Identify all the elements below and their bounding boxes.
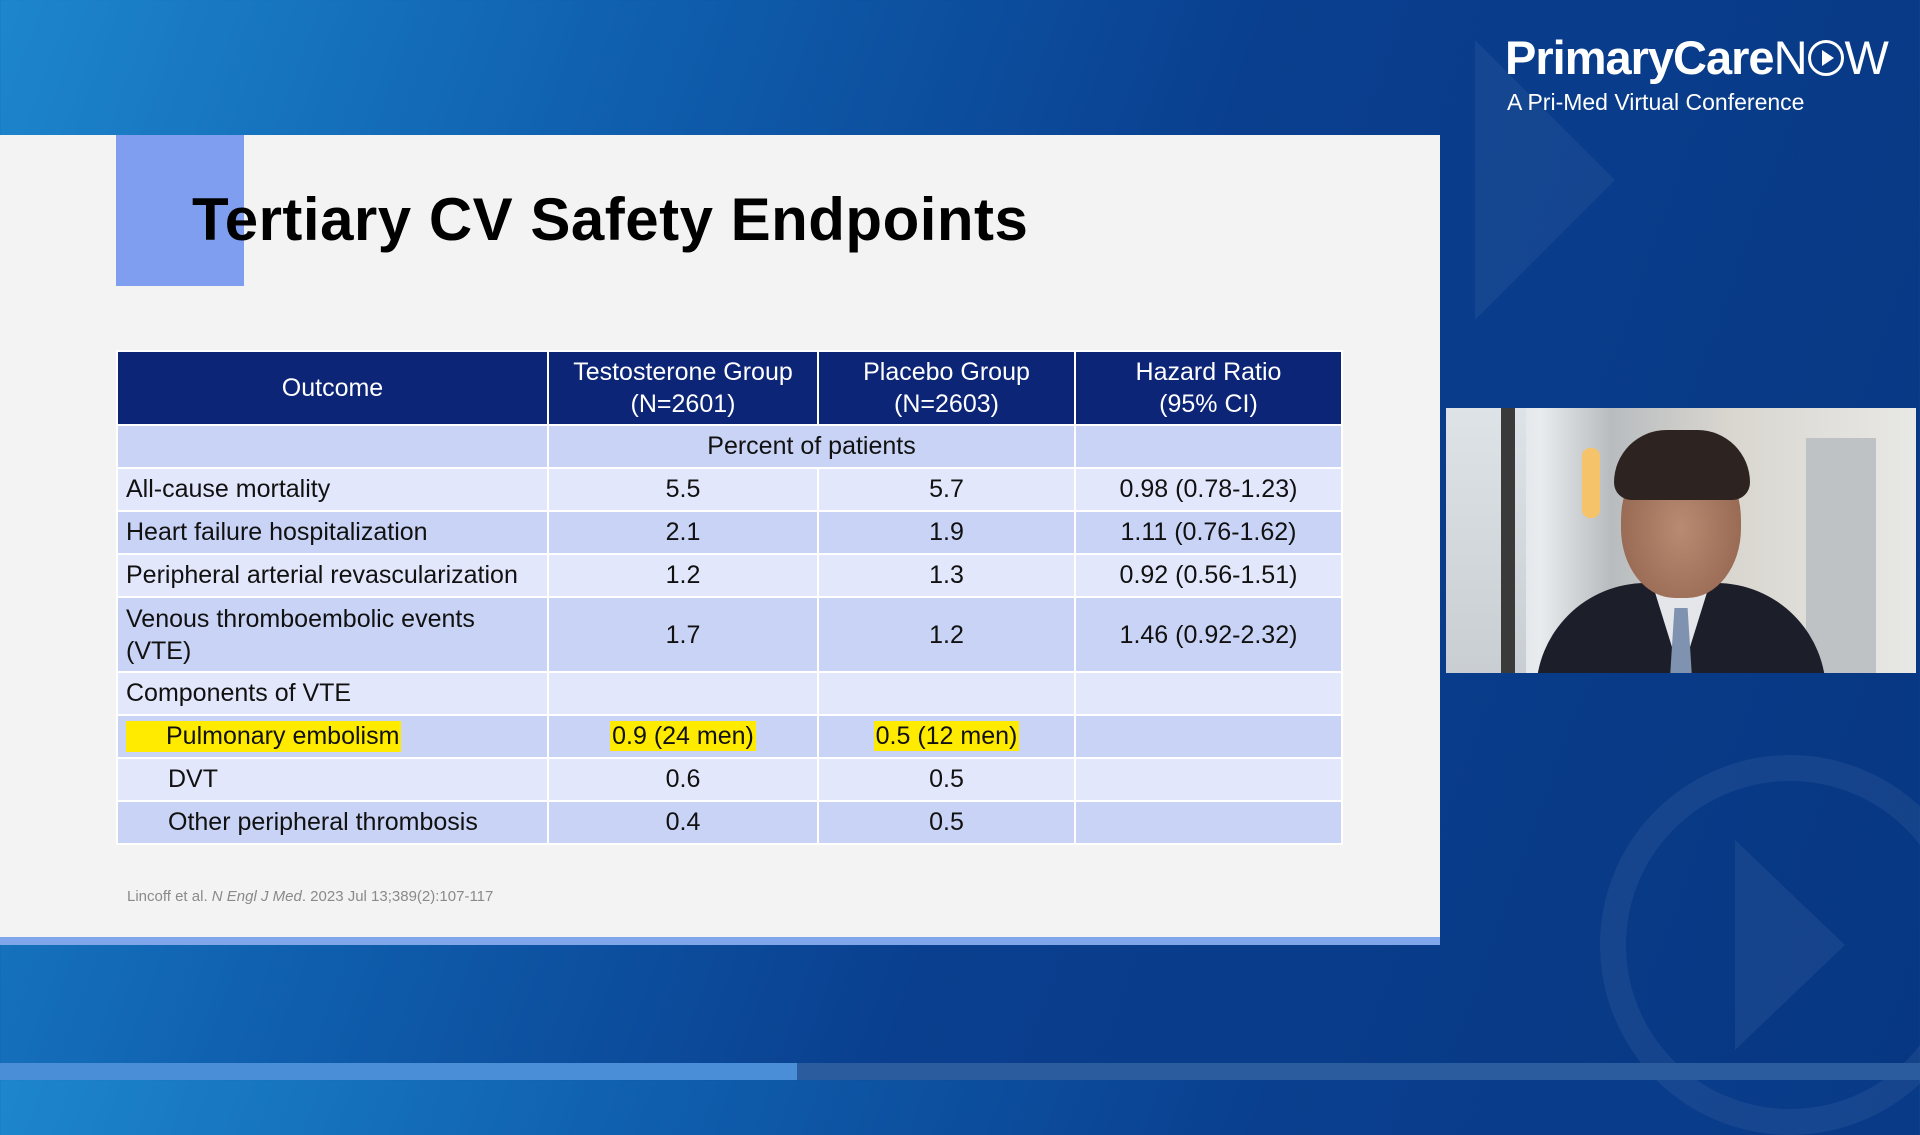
table-row: Other peripheral thrombosis 0.4 0.5 (116, 800, 1343, 845)
header-placebo: Placebo Group (N=2603) (817, 350, 1076, 426)
row-outcome: Other peripheral thrombosis (116, 800, 549, 845)
row-outcome: DVT (116, 757, 549, 802)
row-placebo: 1.3 (817, 553, 1076, 598)
row-outcome: Components of VTE (116, 671, 549, 716)
presentation-slide: Tertiary CV Safety Endpoints Outcome Tes… (0, 135, 1440, 945)
brand-name-w: W (1844, 31, 1889, 84)
citation-authors: Lincoff et al. (127, 888, 212, 905)
highlighted-value: 0.9 (24 men) (610, 721, 756, 751)
brand-name-n: N (1773, 31, 1808, 84)
webcam-wall-light (1582, 448, 1600, 518)
webcam-door (1806, 438, 1876, 673)
table-row: Components of VTE (116, 671, 1343, 716)
row-testosterone: 1.7 (547, 596, 819, 673)
citation-journal: N Engl J Med (211, 888, 302, 905)
percent-of-patients-label: Percent of patients (547, 424, 1076, 469)
webcam-window-frame (1501, 408, 1515, 673)
row-testosterone: 1.2 (547, 553, 819, 598)
row-outcome: Peripheral arterial revascularization (116, 553, 549, 598)
row-testosterone: 2.1 (547, 510, 819, 555)
row-hazard-ratio (1074, 671, 1343, 716)
header-outcome: Outcome (116, 350, 549, 426)
table-row: Heart failure hospitalization 2.1 1.9 1.… (116, 510, 1343, 555)
endpoints-table: Outcome Testosterone Group (N=2601) Place… (116, 350, 1343, 845)
table-row-highlighted: Pulmonary embolism 0.9 (24 men) 0.5 (12 … (116, 714, 1343, 759)
brand-name: PrimaryCare N W (1505, 30, 1889, 85)
row-placebo: 0.5 (817, 800, 1076, 845)
row-hazard-ratio (1074, 800, 1343, 845)
row-outcome: Heart failure hospitalization (116, 510, 549, 555)
row-hazard-ratio (1074, 757, 1343, 802)
row-testosterone: 0.6 (547, 757, 819, 802)
row-outcome: Venous thromboembolic events (VTE) (116, 596, 549, 673)
row-placebo: 0.5 (12 men) (817, 714, 1076, 759)
table-row: Venous thromboembolic events (VTE) 1.7 1.… (116, 596, 1343, 673)
video-progress-fill (0, 1063, 797, 1080)
slide-citation: Lincoff et al. N Engl J Med. 2023 Jul 13… (127, 888, 493, 905)
row-placebo: 0.5 (817, 757, 1076, 802)
row-testosterone: 0.9 (24 men) (547, 714, 819, 759)
row-testosterone (547, 671, 819, 716)
row-outcome: Pulmonary embolism (116, 714, 549, 759)
slide-title: Tertiary CV Safety Endpoints (192, 186, 1029, 253)
video-progress-bar[interactable] (0, 1063, 1920, 1080)
highlighted-outcome: Pulmonary embolism (126, 721, 402, 752)
row-hazard-ratio (1074, 714, 1343, 759)
row-outcome: All-cause mortality (116, 467, 549, 512)
background-play-decoration (1735, 840, 1845, 1050)
citation-details: . 2023 Jul 13;389(2):107-117 (301, 888, 494, 905)
table-row: Peripheral arterial revascularization 1.… (116, 553, 1343, 598)
row-placebo: 1.2 (817, 596, 1076, 673)
row-hazard-ratio: 0.98 (0.78-1.23) (1074, 467, 1343, 512)
brand-subtitle: A Pri-Med Virtual Conference (1507, 89, 1805, 115)
header-testosterone: Testosterone Group (N=2601) (547, 350, 819, 426)
table-header-row: Outcome Testosterone Group (N=2601) Place… (116, 350, 1343, 426)
table-row: DVT 0.6 0.5 (116, 757, 1343, 802)
row-testosterone: 0.4 (547, 800, 819, 845)
play-circle-icon (1807, 39, 1844, 76)
row-placebo (817, 671, 1076, 716)
brand-logo: PrimaryCare N W A Pri-Med Virtual Conferen… (1505, 30, 1889, 116)
row-testosterone: 5.5 (547, 467, 819, 512)
speaker-webcam-video (1446, 408, 1916, 673)
highlighted-value: 0.5 (12 men) (873, 721, 1020, 751)
header-hazard-ratio: Hazard Ratio (95% CI) (1074, 350, 1343, 426)
table-row: All-cause mortality 5.5 5.7 0.98 (0.78-1… (116, 467, 1343, 512)
speaker-tie (1670, 608, 1692, 673)
speaker-hair (1614, 430, 1750, 500)
title-accent-block (116, 135, 244, 286)
brand-name-main: PrimaryCare (1505, 31, 1775, 84)
row-hazard-ratio: 1.11 (0.76-1.62) (1074, 510, 1343, 555)
row-placebo: 1.9 (817, 510, 1076, 555)
background-triangle-decoration (1475, 40, 1615, 320)
row-placebo: 5.7 (817, 467, 1076, 512)
table-subheader-row: Percent of patients (116, 424, 1343, 469)
row-hazard-ratio: 0.92 (0.56-1.51) (1074, 553, 1343, 598)
row-hazard-ratio: 1.46 (0.92-2.32) (1074, 596, 1343, 673)
